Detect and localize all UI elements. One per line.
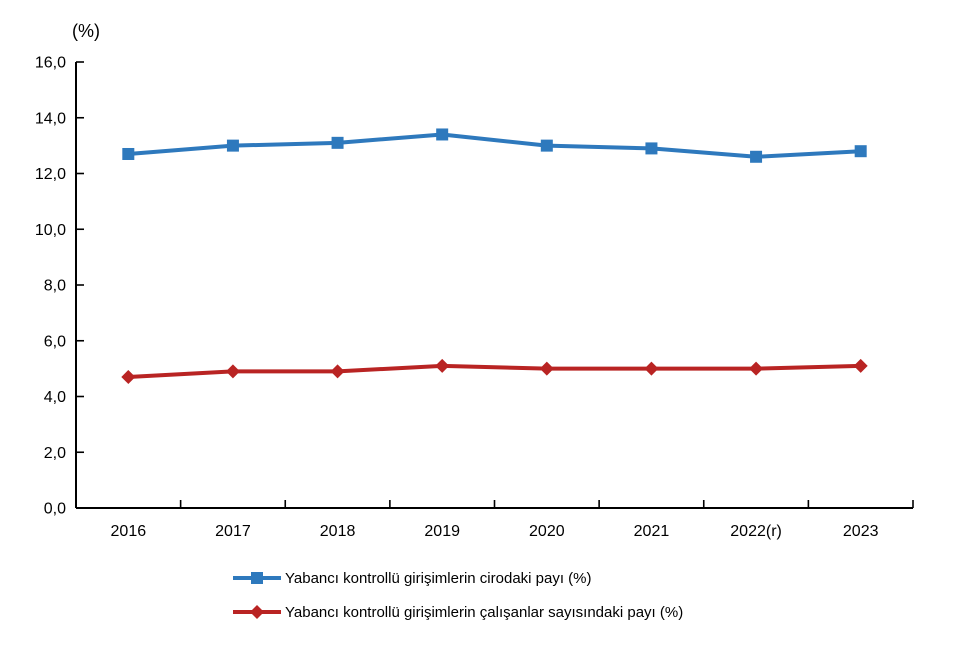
x-axis-label: 2017 [215,523,251,540]
data-point-marker [749,361,764,376]
data-point-marker [540,139,553,152]
y-axis-unit-label: (%) [72,21,100,41]
chart-legend: Yabancı kontrollü girişimlerin cirodaki … [233,561,683,629]
data-point-marker [122,147,135,160]
y-tick-label: 10,0 [35,222,66,239]
data-point-marker [331,136,344,149]
data-point-marker [750,150,763,163]
legend-item-employment-share: Yabancı kontrollü girişimlerin çalışanla… [233,595,683,629]
y-tick-label: 12,0 [35,166,66,183]
x-axis-label: 2023 [843,523,879,540]
data-point-marker [436,128,449,141]
x-axis-label: 2022(r) [730,523,782,540]
y-tick-label: 16,0 [35,55,66,72]
y-tick-label: 2,0 [44,445,66,462]
data-point-marker [645,142,658,155]
x-axis-label: 2020 [529,523,565,540]
x-axis-label: 2021 [634,523,670,540]
data-point-marker [644,361,659,376]
series-line-0 [126,132,863,159]
legend-square-marker-icon [233,572,281,584]
y-tick-label: 0,0 [44,501,66,518]
legend-item-turnover-share: Yabancı kontrollü girişimlerin cirodaki … [233,561,683,595]
y-tick-label: 8,0 [44,278,66,295]
legend-label-employment-share: Yabancı kontrollü girişimlerin çalışanla… [285,603,684,621]
x-axis-label: 2016 [111,523,147,540]
data-point-marker [435,358,450,373]
data-point-marker [226,139,239,152]
data-point-marker [854,145,867,158]
data-point-marker [539,361,554,376]
x-axis-label: 2019 [424,523,460,540]
y-tick-label: 14,0 [35,110,66,127]
data-point-marker [225,364,240,379]
series-line-1 [126,363,863,379]
data-point-marker [330,364,345,379]
data-point-marker [121,369,136,384]
legend-label-turnover-share: Yabancı kontrollü girişimlerin cirodaki … [285,569,592,587]
legend-diamond-marker-icon [233,605,281,619]
y-tick-label: 4,0 [44,389,66,406]
y-tick-label: 6,0 [44,333,66,350]
data-point-marker [853,358,868,373]
x-axis-label: 2018 [320,523,356,540]
